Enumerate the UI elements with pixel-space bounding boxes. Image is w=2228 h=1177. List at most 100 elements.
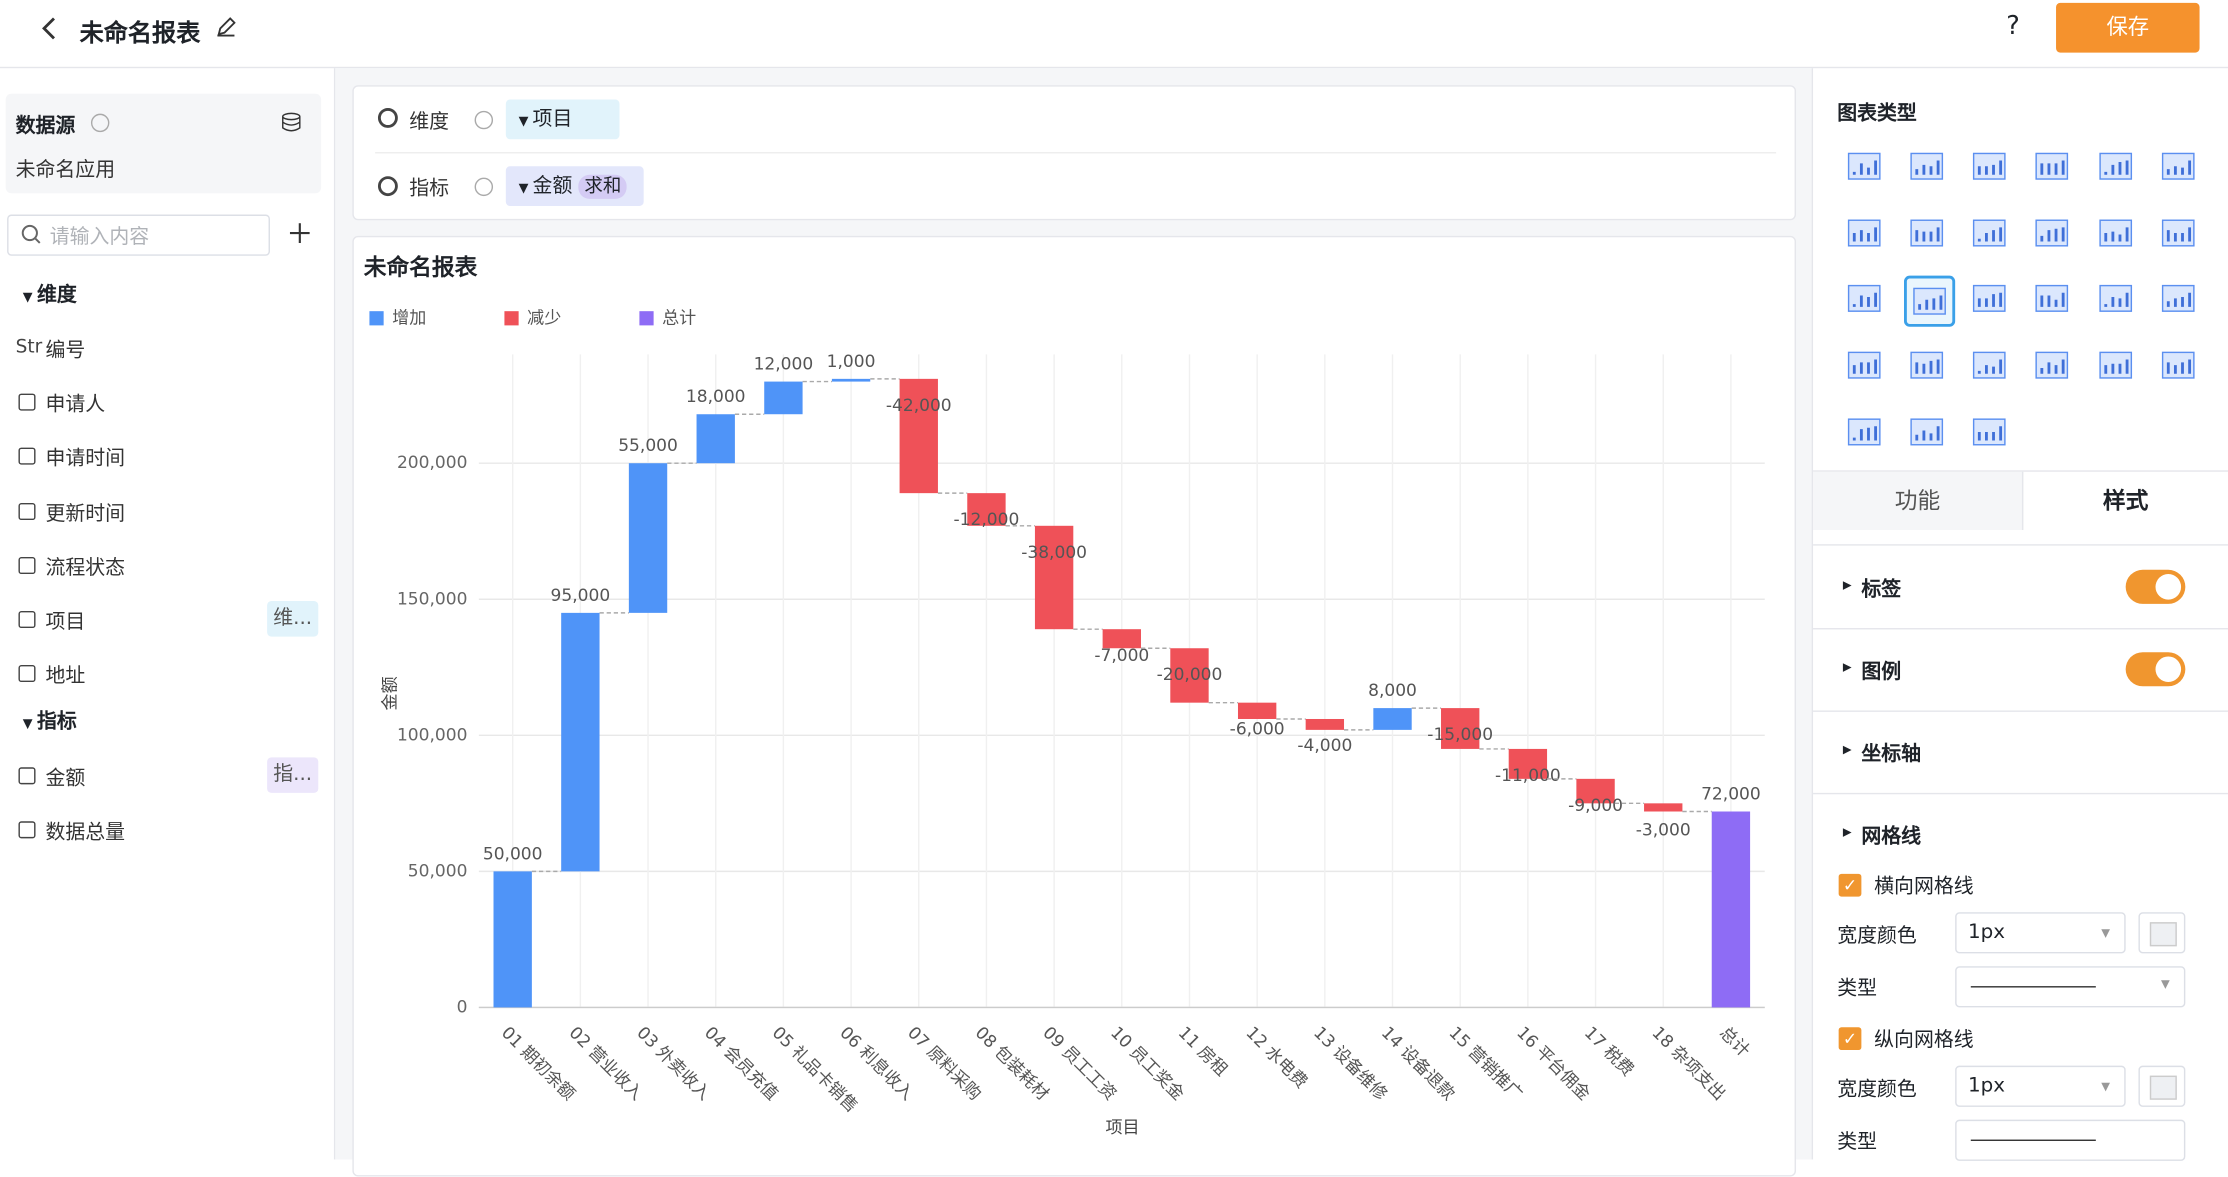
chart-type-icon[interactable] [1904,275,1956,327]
data-label: 50,000 [483,844,543,864]
chart-type-icon[interactable] [1967,409,2012,454]
chart-type-icon[interactable] [2093,144,2138,189]
field-icon [18,448,36,466]
search-icon [21,224,41,244]
measure-chip[interactable]: ▼ 金额 求和 [505,166,644,207]
datasource-title: 数据源 [15,115,76,138]
chart-type-title: 图表类型 [1837,102,1917,126]
chart-type-icon[interactable] [1967,342,2012,387]
panel-border [1811,68,1814,1160]
chart-type-icon[interactable] [1904,210,1949,255]
field-name[interactable]: 地址 [45,665,86,688]
y-tick-label: 200,000 [397,453,468,473]
chart-type-icon[interactable] [1904,342,1949,387]
chart-type-icon[interactable] [2093,210,2138,255]
color-picker[interactable] [2138,912,2186,954]
chart-type-icon[interactable] [2029,276,2074,321]
chart-type-icon[interactable] [1967,276,2012,321]
field-name[interactable]: 数据总量 [45,821,126,845]
chart-type-icon[interactable] [1841,276,1886,321]
divider [1813,792,2228,795]
section-caret: ▶ [1842,660,1852,674]
bar [561,612,600,872]
chart-type-icon[interactable] [1841,144,1886,189]
help-icon [90,113,110,133]
line-type-select[interactable] [1955,1119,2186,1161]
chart-type-icon[interactable] [2156,276,2201,321]
width-select[interactable]: 1px ▼ [1955,1065,2126,1107]
tab-active[interactable]: 样式 [2102,487,2149,515]
chart-type-icon[interactable] [1841,210,1886,255]
database-icon[interactable] [280,112,303,132]
checkbox[interactable]: ✓ [1838,1027,1862,1051]
legend-swatch [369,311,384,326]
data-label: 12,000 [754,355,814,375]
bar [1711,811,1751,1008]
y-tick-label: 150,000 [397,589,468,609]
chart-type-icon[interactable] [1904,409,1949,454]
bar [1102,629,1141,649]
edit-icon[interactable] [216,17,236,37]
search-placeholder: 请输入内容 [49,225,150,249]
chart-type-icon[interactable] [1904,144,1949,189]
width-color-label: 宽度颜色 [1837,925,1917,948]
field-name[interactable]: 申请人 [45,393,106,417]
x-tick-label: 总计 [1715,1023,1753,1061]
chart-type-icon[interactable] [2156,210,2201,255]
toggle[interactable] [2125,652,2186,687]
field-name[interactable]: 项目 [45,610,86,634]
chart-type-icon[interactable] [1841,409,1886,454]
data-label: 8,000 [1368,681,1417,701]
chart-type-icon[interactable] [2029,210,2074,255]
section-title[interactable]: 图例 [1861,660,1902,684]
measure-label: 指标 [409,177,450,201]
field-icon [18,665,36,683]
chart-type-icon[interactable] [2156,342,2201,387]
checkbox[interactable]: ✓ [1838,873,1862,897]
dimension-heading-text: 维度 [37,284,77,307]
section-title[interactable]: 网格线 [1861,825,1922,849]
back-button[interactable] [40,16,60,42]
chart-type-icon[interactable] [1967,144,2012,189]
field-name[interactable]: 金额 [45,767,86,791]
x-axis-label: 项目 [1105,1118,1139,1138]
bar [831,378,871,382]
section-caret: ▶ [1842,743,1852,756]
width-select[interactable]: 1px ▼ [1955,912,2126,954]
dimension-heading: ▼ 维度 [22,284,77,307]
tab[interactable]: 功能 [1813,471,2024,530]
field-tag: 维... [267,601,319,637]
field-type: Str [15,336,43,359]
data-label: -6,000 [1230,720,1285,740]
dimension-chip[interactable]: ▼ 项目 [505,99,620,140]
y-tick-label: 100,000 [397,725,468,745]
color-picker[interactable] [2138,1065,2186,1107]
help-button[interactable]: ? [2006,11,2020,42]
section-title[interactable]: 坐标轴 [1861,743,1922,766]
add-button[interactable] [289,223,310,243]
chart-type-icon[interactable] [2029,144,2074,189]
chart-type-icon[interactable] [2093,276,2138,321]
toggle[interactable] [2125,569,2186,604]
chart-type-icon[interactable] [2029,342,2074,387]
dimension-label: 维度 [409,110,450,134]
line-type-select[interactable]: ▼ [1955,966,2186,1008]
chart-type-icon[interactable] [2156,144,2201,189]
datasource-box [5,93,322,194]
search-box[interactable] [7,214,270,256]
chart-type-icon[interactable] [1841,342,1886,387]
data-label: -11,000 [1495,766,1561,786]
field-name[interactable]: 编号 [45,339,86,363]
line-type-label: 类型 [1837,977,1878,1001]
data-label: 72,000 [1701,784,1761,804]
section-title[interactable]: 标签 [1861,578,1902,602]
field-icon [18,393,36,411]
chart-type-icon[interactable] [2093,342,2138,387]
field-name[interactable]: 申请时间 [45,448,126,471]
chart-type-icon[interactable] [1967,210,2012,255]
field-name[interactable]: 流程状态 [45,556,126,580]
data-label: -20,000 [1157,665,1223,685]
save-button[interactable]: 保存 [2056,2,2200,53]
field-name[interactable]: 更新时间 [45,502,126,526]
